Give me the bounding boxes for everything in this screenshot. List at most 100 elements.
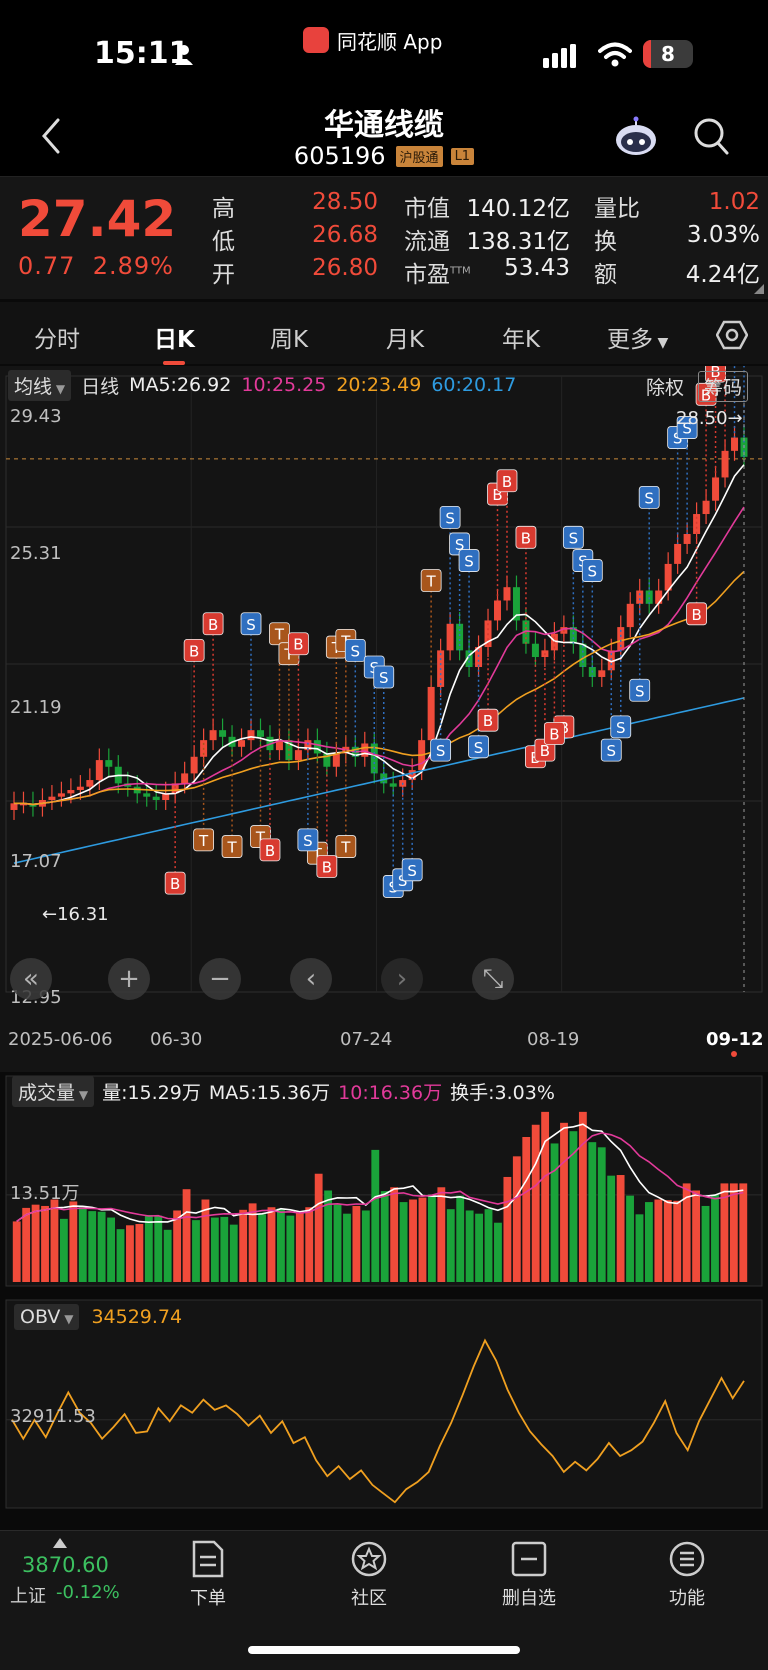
change-percent: 2.89% [92,252,174,280]
quote-label: 换 [594,229,617,255]
t-signal: T [221,746,243,858]
volume-bar [144,1214,153,1282]
expand-corner-icon[interactable] [754,284,764,294]
signal-text: B [691,606,701,624]
y-axis-label: 29.43 [10,406,62,427]
tab-monthly[interactable]: 月K [386,327,425,353]
volume-bar [182,1189,191,1282]
settings-icon[interactable] [716,320,748,350]
candle [465,638,473,677]
obv-chart[interactable] [0,1296,768,1510]
volume-indicator-select[interactable]: 成交量 ▼ [12,1075,95,1107]
ma5-label: MA5:26.92 [129,374,232,396]
candle [645,578,653,614]
stock-code: 605196 [293,142,386,170]
next-button[interactable]: › [381,958,423,1000]
volume-bar [739,1183,748,1282]
back-button[interactable] [34,116,68,156]
signal-box [297,828,319,852]
sell-signal: S [458,549,480,667]
candle-body [275,740,283,751]
y-axis-label: 21.19 [10,697,62,718]
zoom-out-button[interactable]: − [199,958,241,1000]
volume-ma5: MA5:15.36万 [208,1081,331,1104]
signal-text: T [340,839,351,857]
volume-bar [437,1187,446,1282]
signal-box [629,678,651,702]
period-label: 日线 [81,375,120,398]
volume-bar [427,1194,436,1282]
tab-yearly[interactable]: 年K [502,327,541,353]
volume-bar [418,1197,427,1282]
tab-more[interactable]: 更多 ▼ [607,327,669,353]
volume-chart[interactable] [0,1072,768,1294]
candle [389,771,397,797]
nav-community[interactable]: 社区 [324,1540,414,1610]
signal-text: T [226,839,237,857]
candle-body [721,450,729,478]
chips-button[interactable]: 筹码 [698,371,749,402]
signal-text: S [436,742,446,760]
signal-box [515,525,537,549]
volume-bar [324,1190,333,1282]
sell-signal: S [373,665,395,784]
search-icon[interactable] [692,116,730,156]
candle [105,748,113,777]
volume-bar [503,1176,512,1282]
candle [721,439,729,488]
signal-text: B [189,642,199,660]
rewind-icon[interactable]: « [10,958,52,1000]
robot-assistant-icon[interactable] [612,116,660,158]
volume-bar [69,1201,78,1282]
candle [219,718,227,747]
nav-order[interactable]: 下单 [163,1540,253,1610]
candle [57,781,65,807]
volume-bar [409,1199,417,1282]
quote-value: 4.24亿 [685,262,760,288]
ex-right-button[interactable]: 除权 [646,377,685,399]
buy-signal: B [695,382,717,501]
signal-text: T [283,646,294,664]
quote-label: 市盈TTM [404,262,471,288]
tab-daily[interactable]: 日K [154,327,195,353]
nav-functions[interactable]: 功能 [642,1540,732,1610]
candle-body [569,627,577,644]
indicator-select[interactable]: 均线 ▼ [8,369,72,401]
obv-indicator-select[interactable]: OBV ▼ [14,1304,80,1330]
signal-text: B [293,636,303,654]
signal-text: B [710,366,720,381]
fullscreen-icon[interactable]: ⤡ [472,958,514,1000]
chevron-down-icon: ▼ [653,335,669,351]
tab-weekly[interactable]: 周K [270,327,309,353]
volume-bar [682,1183,691,1282]
ma60-label: 60:20.17 [431,374,517,396]
candle-body [67,790,75,794]
y-axis-label: 25.31 [10,543,62,564]
signal-box [600,738,622,762]
zoom-in-button[interactable]: + [108,958,150,1000]
volume-y-label: 13.51万 [10,1183,80,1204]
candle [617,615,625,661]
status-bar [0,0,768,100]
nav-remove-watchlist[interactable]: 删自选 [484,1540,574,1610]
index-value[interactable]: 3870.60 [22,1553,109,1577]
signal-text: T [274,626,285,644]
volume-bar [277,1208,285,1282]
tab-intraday[interactable]: 分时 [34,327,80,353]
candle-body [645,590,653,604]
sell-signal: S [297,740,319,852]
previous-button[interactable]: ‹ [290,958,332,1000]
candle-body [494,600,502,621]
candle-body [446,623,454,651]
kline-chart[interactable]: BBSBTTTBTTBTTTSSBTSSSSSTSSSSSBBBBBBBSSSS… [0,366,768,1072]
candle-body [323,753,331,767]
candle-body [162,793,170,801]
sell-signal: S [344,638,366,757]
candle-body [313,740,321,754]
high-marker: 28.50→ [676,408,743,429]
candle-body [105,760,113,767]
candle-body [512,587,520,621]
volume-bar [494,1222,502,1282]
candle-body [181,773,189,784]
stock-name: 华通线缆 [324,108,444,143]
